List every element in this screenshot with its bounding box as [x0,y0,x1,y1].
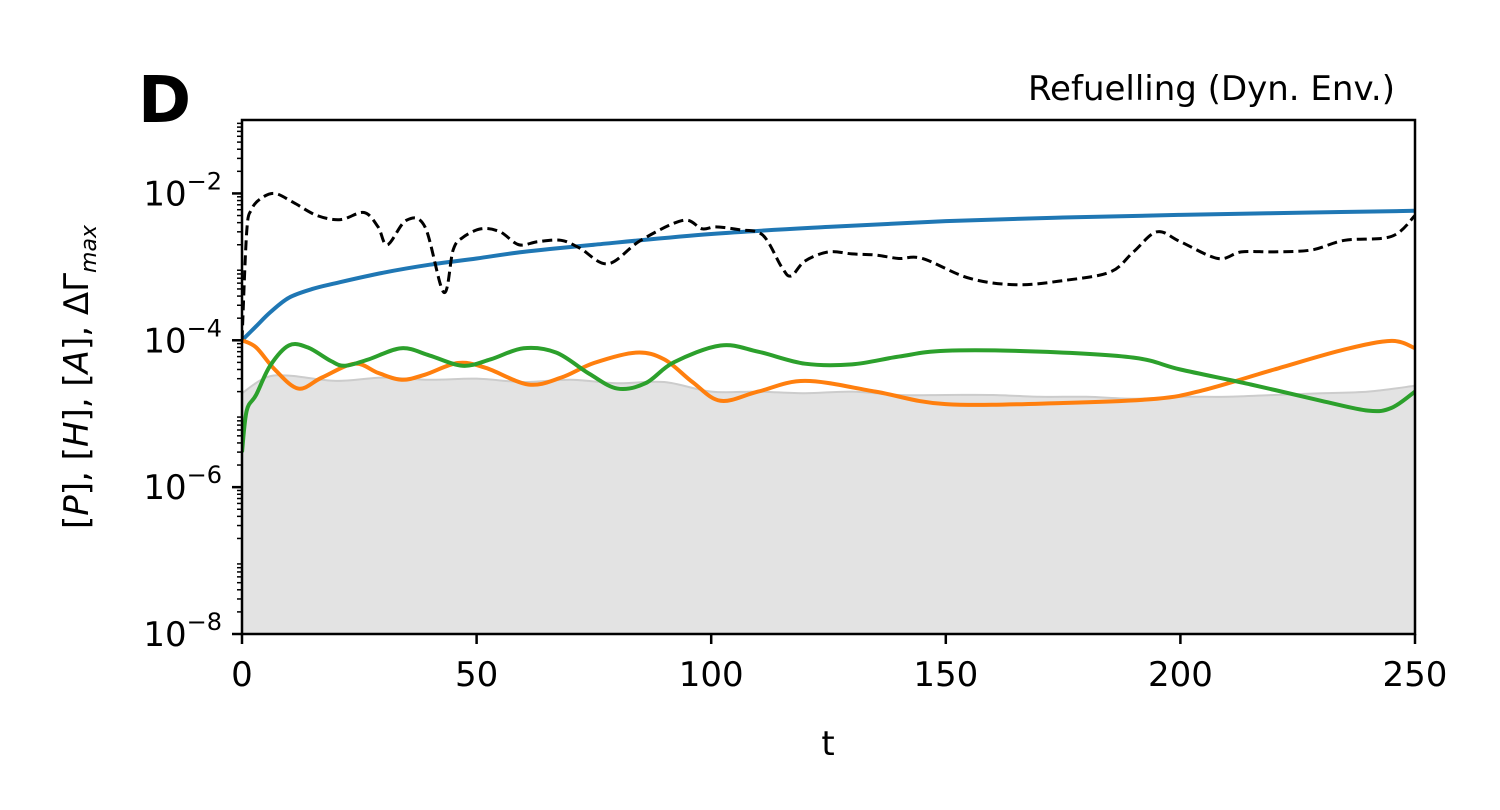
x-tick-label: 50 [455,655,498,695]
series-line-4 [242,191,1415,341]
x-axis-label: t [821,724,834,764]
x-tick-label: 200 [1148,655,1213,695]
y-tick-label: 10−2 [143,167,222,214]
y-tick-label: 10−4 [143,314,222,361]
x-tick-label: 250 [1383,655,1448,695]
chart-title: Refuelling (Dyn. Env.) [1028,69,1395,109]
series-line-1 [242,208,1415,342]
x-tick-label: 100 [679,655,744,695]
series-line-3 [242,342,1415,453]
y-axis: 10−8 10−6 10−4 10−2 [143,122,242,655]
x-axis: 0 50 100 150 200 250 [231,634,1447,695]
y-tick-label: 10−8 [143,608,222,655]
y-axis-label: [P], [H], [A], ΔΓmax [57,224,102,529]
plot-area [242,191,1415,634]
x-tick-label: 150 [913,655,978,695]
plot-frame [240,118,1417,636]
x-tick-label: 0 [231,655,253,695]
panel-label: D [138,64,191,138]
y-tick-label: 10−6 [143,461,222,508]
shaded-region [242,375,1415,634]
